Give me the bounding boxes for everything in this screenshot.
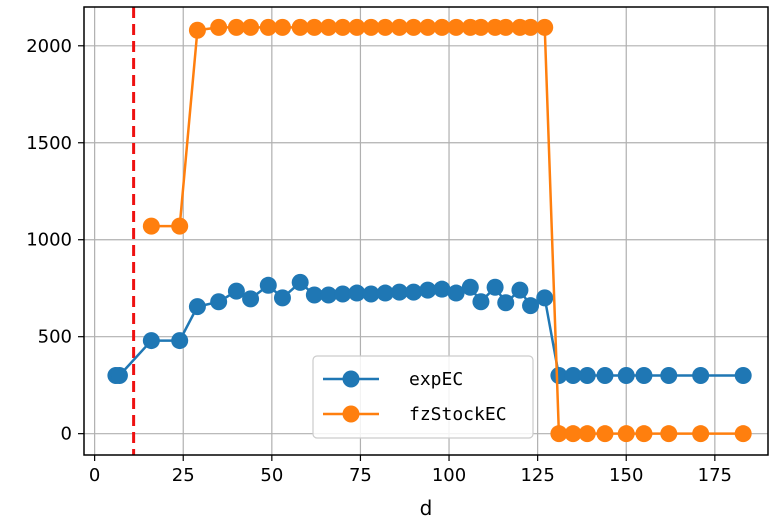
data-point (210, 18, 228, 36)
data-point (660, 425, 678, 443)
data-point (564, 425, 582, 443)
plot-frame (83, 6, 769, 456)
data-point (635, 425, 653, 443)
x-tick-label: 175 (698, 465, 732, 486)
series-layer (107, 18, 752, 443)
data-point (497, 18, 515, 36)
data-point (305, 286, 323, 304)
legend-swatch-marker (342, 370, 360, 388)
data-point (376, 18, 394, 36)
data-point (334, 285, 352, 303)
data-point (536, 289, 554, 307)
data-point (305, 18, 323, 36)
legend-label: fzStockEC (409, 404, 507, 425)
data-point (348, 18, 366, 36)
data-point (188, 298, 206, 316)
data-point (578, 366, 596, 384)
data-point (578, 425, 596, 443)
data-point (564, 366, 582, 384)
data-point (433, 18, 451, 36)
data-point (227, 18, 245, 36)
x-axis-ticks: 0 25 50 75 100 125 150 175 (89, 455, 732, 486)
legend-box (312, 355, 534, 439)
y-tick-label: 0 (61, 424, 72, 445)
data-point (447, 18, 465, 36)
data-point (536, 18, 554, 36)
data-point (291, 18, 309, 36)
data-point (596, 366, 614, 384)
legend-label: expEC (409, 369, 463, 390)
y-tick-label: 500 (38, 327, 72, 348)
data-point (692, 425, 710, 443)
data-point (734, 425, 752, 443)
data-point (617, 425, 635, 443)
data-point (320, 18, 338, 36)
legend-swatch-marker (342, 405, 360, 423)
data-point (617, 366, 635, 384)
data-point (259, 276, 277, 294)
data-point (734, 366, 752, 384)
data-point (461, 278, 479, 296)
data-point (142, 217, 160, 235)
data-point (362, 285, 380, 303)
data-point (273, 18, 291, 36)
data-point (171, 332, 189, 350)
data-point (635, 366, 653, 384)
data-point (660, 366, 678, 384)
y-tick-label: 1000 (26, 230, 72, 251)
data-point (472, 18, 490, 36)
x-tick-label: 150 (609, 465, 643, 486)
data-point (227, 282, 245, 300)
data-point (334, 18, 352, 36)
y-tick-label: 2000 (26, 36, 72, 57)
data-point (419, 18, 437, 36)
data-point (692, 366, 710, 384)
data-point (390, 18, 408, 36)
data-point (242, 290, 260, 308)
data-point (497, 294, 515, 312)
x-tick-label: 50 (260, 465, 283, 486)
y-axis-ticks: 0 500 1000 1500 2000 (26, 36, 84, 445)
data-point (419, 281, 437, 299)
data-point (405, 283, 423, 301)
y-tick-label: 1500 (26, 133, 72, 154)
data-point (511, 281, 529, 299)
data-point (259, 18, 277, 36)
data-point (433, 280, 451, 298)
data-point (405, 18, 423, 36)
data-point (171, 217, 189, 235)
data-point (447, 284, 465, 302)
data-point (242, 18, 260, 36)
data-point (110, 366, 128, 384)
data-point (550, 366, 568, 384)
x-tick-label: 0 (89, 465, 100, 486)
data-point (273, 289, 291, 307)
data-point (362, 18, 380, 36)
data-point (550, 425, 568, 443)
data-point (348, 284, 366, 302)
x-axis-label: d (420, 496, 433, 520)
data-point (320, 286, 338, 304)
x-tick-label: 100 (432, 465, 466, 486)
data-point (376, 284, 394, 302)
data-point (522, 297, 540, 315)
legend: expEC fzStockEC (312, 355, 534, 439)
series-expEC (107, 273, 752, 384)
data-point (596, 425, 614, 443)
data-point (522, 18, 540, 36)
x-tick-label: 25 (172, 465, 195, 486)
data-point (291, 273, 309, 291)
data-point (390, 283, 408, 301)
x-tick-label: 125 (520, 465, 554, 486)
data-point (472, 293, 490, 311)
data-point (210, 293, 228, 311)
series-fzStockEC (142, 18, 752, 443)
data-point (188, 21, 206, 39)
x-tick-label: 75 (349, 465, 372, 486)
data-point (486, 278, 504, 296)
data-point (142, 332, 160, 350)
